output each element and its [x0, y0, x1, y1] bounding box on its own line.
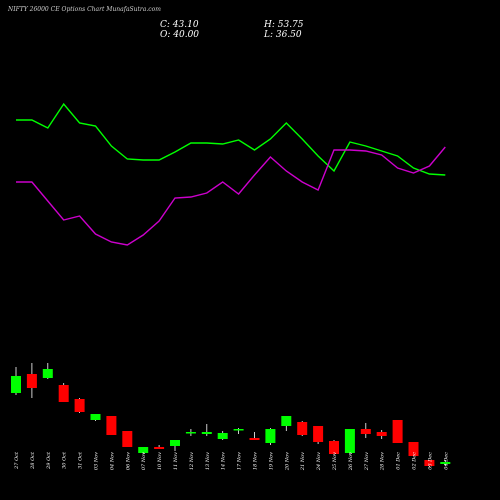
- candle-body: [297, 422, 308, 435]
- candle: [170, 440, 180, 451]
- chart-title: NIFTY 26000 CE Options Chart MunafaSutra…: [8, 6, 161, 13]
- x-tick-label: 28 Nov: [380, 452, 386, 471]
- candle: [185, 429, 196, 436]
- candle: [344, 429, 355, 455]
- candle: [217, 431, 228, 440]
- x-tick-label: 31 Oct: [78, 451, 84, 469]
- candle: [11, 367, 21, 395]
- x-tick-label: 18 Nov: [253, 452, 259, 470]
- candle: [122, 431, 133, 447]
- candle: [424, 460, 435, 467]
- candle-body: [440, 462, 451, 464]
- x-tick-label: 04 Nov: [109, 452, 115, 470]
- x-tick-label: 03 Dec: [427, 452, 433, 470]
- candle: [440, 460, 451, 466]
- candle-body: [424, 460, 435, 466]
- x-tick-label: 02 Dec: [412, 452, 418, 470]
- x-tick-label: 01 Dec: [396, 452, 402, 470]
- x-tick-label: 11 Nov: [173, 452, 179, 470]
- candle-body: [185, 432, 196, 434]
- candle-body: [392, 420, 403, 443]
- candle-body: [58, 385, 69, 402]
- close-value: C: 43.10: [160, 20, 199, 30]
- candle: [26, 363, 37, 398]
- candle-body: [106, 416, 117, 435]
- x-tick-label: 06 Nov: [125, 452, 131, 470]
- x-tick-label: 30 Oct: [62, 451, 68, 469]
- candle-body: [217, 433, 228, 439]
- candle: [281, 416, 292, 431]
- x-tick-label: 24 Nov: [316, 452, 322, 471]
- candle-body: [42, 369, 53, 378]
- x-tick-label: 07 Nov: [141, 452, 147, 470]
- x-tick-label: 10 Nov: [157, 452, 163, 470]
- candle: [154, 445, 165, 449]
- candle: [90, 414, 101, 421]
- candle-body: [329, 441, 339, 454]
- candle: [265, 428, 276, 445]
- candle-body: [265, 429, 276, 443]
- candle: [392, 420, 403, 443]
- x-tick-label: 13 Nov: [205, 452, 211, 470]
- candle-body: [90, 414, 101, 420]
- high-value: H: 53.75: [264, 20, 304, 30]
- candle-body: [376, 432, 387, 436]
- candle: [376, 430, 387, 439]
- candle-body: [201, 432, 212, 434]
- candle-body: [249, 438, 260, 440]
- candle-body: [138, 447, 149, 453]
- candle-body: [11, 376, 21, 393]
- candle-body: [26, 374, 37, 388]
- indicator-line-2: [16, 146, 446, 246]
- candle-body: [281, 416, 292, 426]
- x-tick-label: 03 Nov: [94, 452, 100, 470]
- candle: [106, 416, 117, 435]
- candle: [297, 421, 308, 436]
- x-tick-label: 21 Nov: [300, 452, 306, 471]
- candle-body: [313, 426, 324, 442]
- candle: [360, 423, 371, 438]
- candle-body: [344, 429, 355, 453]
- candle: [408, 442, 419, 456]
- candle-body: [408, 442, 419, 456]
- candle: [313, 426, 324, 444]
- candle: [249, 432, 260, 440]
- candle: [74, 398, 85, 413]
- x-tick-label: 19 Nov: [268, 452, 274, 470]
- candle: [58, 383, 69, 402]
- x-tick-label: 27 Nov: [364, 452, 370, 471]
- candle-body: [233, 429, 244, 431]
- candle: [42, 363, 53, 379]
- candle-body: [122, 431, 133, 447]
- candle-body: [74, 399, 85, 412]
- low-value: L: 36.50: [264, 30, 302, 40]
- x-tick-label: 14 Nov: [221, 452, 227, 470]
- x-tick-label: 28 Oct: [30, 451, 36, 470]
- x-tick-label: 27 Oct: [14, 451, 20, 470]
- candle: [233, 428, 244, 434]
- indicator-line-1: [16, 102, 446, 176]
- x-tick-label: 17 Nov: [237, 452, 243, 470]
- candle-body: [170, 440, 180, 446]
- x-tick-label: 25 Nov: [332, 452, 338, 471]
- candle-body: [360, 429, 371, 434]
- x-tick-label: 26 Nov: [348, 452, 354, 471]
- candle: [329, 440, 339, 455]
- open-value: O: 40.00: [160, 30, 200, 40]
- x-tick-label: 04 Dec: [443, 452, 449, 470]
- candle: [138, 447, 149, 454]
- candle: [201, 424, 212, 436]
- x-tick-label: 12 Nov: [189, 452, 195, 470]
- x-tick-label: 20 Nov: [284, 452, 290, 471]
- x-tick-label: 29 Oct: [46, 451, 52, 470]
- candle-body: [154, 447, 165, 449]
